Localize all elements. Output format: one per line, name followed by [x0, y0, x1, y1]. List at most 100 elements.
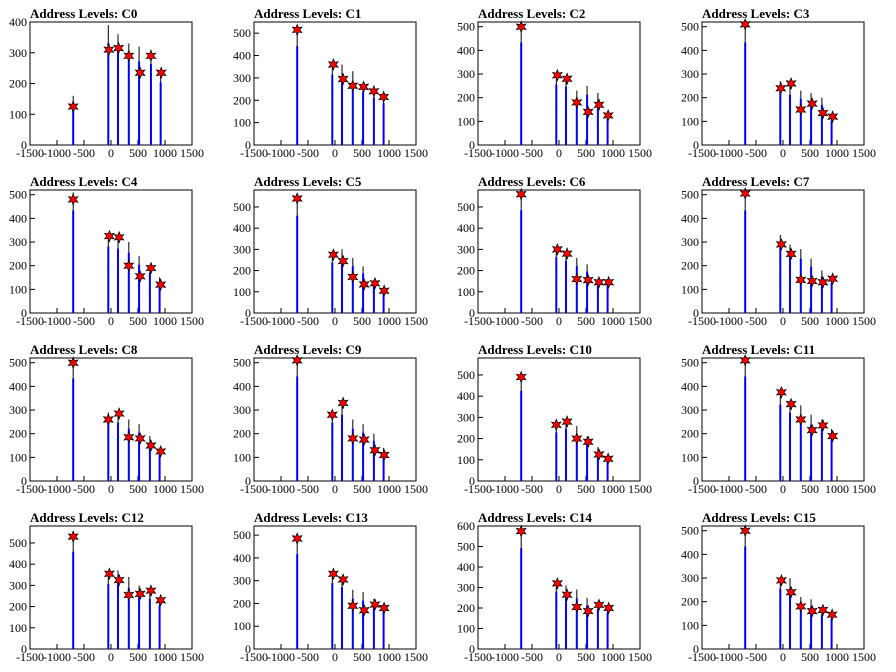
- plot-frame: [477, 21, 641, 146]
- x-tick-label: 500: [801, 482, 819, 496]
- histogram-bar: [372, 440, 375, 481]
- histogram-bar: [575, 598, 578, 649]
- y-tick-label: 500: [457, 540, 475, 554]
- y-tick-label: 400: [233, 221, 251, 235]
- y-tick-label: 500: [9, 188, 27, 202]
- peak-star-marker: [113, 573, 125, 587]
- x-tick-label: -1500: [16, 650, 44, 664]
- y-tick-label: 300: [233, 242, 251, 256]
- peak-star-marker: [291, 353, 303, 367]
- peak-star-marker: [739, 524, 751, 538]
- x-tick-label: -1000: [43, 314, 71, 328]
- histogram-chart-4: Address Levels: C40100200300400500-1500-…: [9, 174, 204, 328]
- histogram-bar: [158, 454, 161, 481]
- y-tick-label: 300: [457, 581, 475, 595]
- x-tick-label: 1000: [153, 314, 177, 328]
- y-tick-label: 0: [469, 306, 475, 320]
- x-tick-label: -1500: [16, 482, 44, 496]
- y-tick-label: 500: [9, 356, 27, 370]
- y-tick-label: 0: [21, 138, 27, 152]
- chart-title: Address Levels: C8: [30, 342, 138, 357]
- y-tick-label: 500: [457, 20, 475, 34]
- peak-star-marker: [369, 443, 381, 457]
- x-tick-label: 500: [577, 314, 595, 328]
- plot-frame: [701, 357, 865, 482]
- x-tick-label: 1500: [852, 482, 876, 496]
- histogram-bar: [555, 257, 558, 313]
- peak-star-marker: [571, 95, 583, 109]
- x-tick-label: 1000: [377, 650, 401, 664]
- x-tick-label: -500: [73, 314, 95, 328]
- x-tick-label: -1000: [491, 650, 519, 664]
- x-tick-label: 500: [801, 314, 819, 328]
- peak-star-marker: [67, 356, 79, 370]
- plot-frame: [477, 525, 641, 650]
- peak-star-marker: [515, 187, 527, 201]
- x-tick-label: -500: [521, 650, 543, 664]
- histogram-bar: [606, 612, 609, 649]
- x-tick-label: 1000: [153, 650, 177, 664]
- x-tick-label: 1500: [404, 146, 428, 160]
- peak-star-marker: [378, 284, 390, 298]
- x-tick-label: 1000: [601, 650, 625, 664]
- peak-star-marker: [806, 604, 818, 618]
- histogram-bar: [575, 98, 578, 145]
- histogram-bar: [382, 610, 385, 649]
- y-tick-label: 400: [9, 379, 27, 393]
- x-tick-label: 500: [577, 650, 595, 664]
- y-tick-label: 100: [233, 116, 251, 130]
- histogram-bar: [779, 246, 782, 313]
- x-tick-label: -1000: [267, 650, 295, 664]
- y-tick-label: 200: [9, 600, 27, 614]
- peak-star-marker: [327, 567, 339, 581]
- y-tick-label: 200: [457, 264, 475, 278]
- peak-star-marker: [145, 439, 157, 452]
- histogram-bar: [555, 84, 558, 145]
- x-tick-label: -1500: [240, 314, 268, 328]
- x-tick-label: -1500: [688, 146, 716, 160]
- peak-star-marker: [593, 598, 605, 612]
- peak-star-marker: [806, 97, 818, 111]
- histogram-chart-14: Address Levels: C14 0 100 200 300 400 500 600 -1…: [457, 510, 652, 664]
- x-tick-label: 1000: [601, 314, 625, 328]
- x-tick-label: -1000: [715, 314, 743, 328]
- chart-title: Address Levels: C2: [478, 6, 585, 21]
- peak-star-marker: [515, 370, 527, 384]
- y-tick-label: 0: [21, 474, 27, 488]
- x-tick-label: 1000: [377, 146, 401, 160]
- y-tick-label: 500: [233, 26, 251, 40]
- histogram-bar: [148, 272, 151, 313]
- histogram-bar: [351, 266, 354, 313]
- x-tick-label: -1500: [464, 146, 492, 160]
- histogram-bar: [331, 583, 334, 649]
- histogram-bar: [372, 606, 375, 649]
- y-tick-label: 100: [681, 282, 699, 296]
- histogram-bar: [744, 376, 747, 481]
- chart-title: Address Levels: C0: [30, 6, 137, 21]
- y-tick-label: 400: [681, 211, 699, 225]
- peak-star-marker: [103, 567, 115, 581]
- histogram-bar: [744, 546, 747, 649]
- y-tick-label: 100: [9, 450, 27, 464]
- x-tick-label: -1000: [267, 314, 295, 328]
- y-tick-label: 100: [233, 450, 251, 464]
- y-tick-label: 400: [233, 49, 251, 63]
- x-tick-label: 1000: [377, 482, 401, 496]
- histogram-bar: [575, 434, 578, 481]
- histogram-bar: [362, 273, 365, 313]
- peak-star-marker: [291, 532, 303, 545]
- histogram-bar: [382, 103, 385, 145]
- peak-star-marker: [593, 98, 605, 112]
- y-tick-label: 200: [457, 91, 475, 105]
- peak-star-marker: [775, 237, 787, 251]
- y-tick-label: 400: [681, 547, 699, 561]
- histogram-chart-2: Address Levels: C20100200300400500-1500-…: [457, 6, 652, 160]
- x-tick-label: -500: [73, 650, 95, 664]
- peak-star-marker: [603, 275, 615, 289]
- histogram-bar: [362, 600, 365, 649]
- x-tick-label: 0: [780, 314, 786, 328]
- peak-star-marker: [515, 20, 527, 34]
- peak-star-marker: [327, 58, 339, 71]
- y-tick-label: 0: [469, 474, 475, 488]
- histogram-bar: [789, 412, 792, 481]
